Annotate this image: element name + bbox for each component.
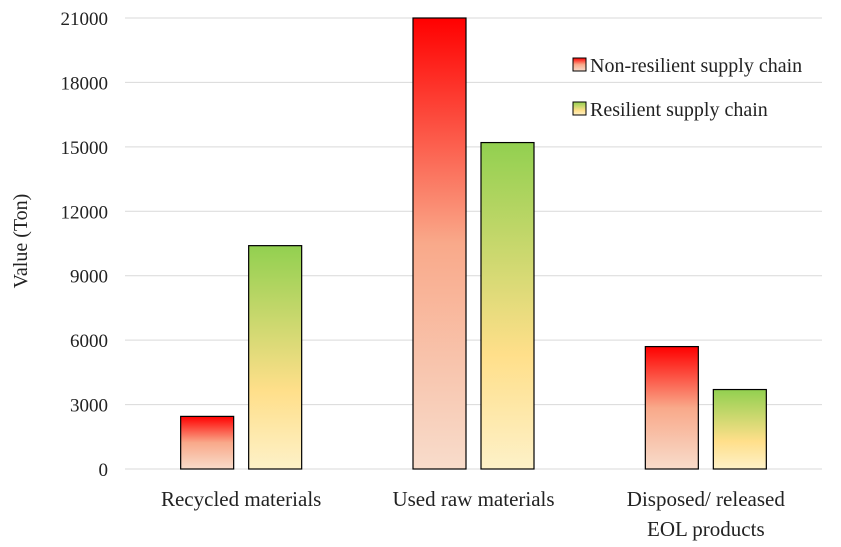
- bar-resilient-2: [712, 388, 767, 470]
- gridlines: [125, 17, 822, 470]
- y-axis-title: Value (Ton): [10, 194, 32, 289]
- bars: [180, 17, 767, 470]
- legend-label: Non-resilient supply chain: [590, 55, 802, 77]
- y-tick-label: 6000: [70, 331, 108, 352]
- y-tick-label: 18000: [61, 73, 109, 94]
- x-axis-labels: Recycled materials Used raw materials Disp…: [161, 487, 785, 541]
- bar-non-resilient-2: [644, 345, 699, 470]
- y-tick-label: 0: [99, 460, 109, 481]
- x-category-label: EOL products: [647, 517, 765, 541]
- y-tick-label: 15000: [61, 138, 109, 159]
- legend-label: Resilient supply chain: [590, 99, 768, 121]
- x-category-label: Used raw materials: [392, 487, 554, 511]
- x-category-label: Disposed/ released: [627, 487, 786, 511]
- y-tick-label: 3000: [70, 396, 108, 417]
- y-tick-label: 12000: [61, 202, 109, 223]
- x-category-label: Recycled materials: [161, 487, 321, 511]
- bar-resilient-1: [480, 141, 535, 470]
- y-tick-label: 21000: [61, 9, 109, 30]
- bar-non-resilient-0: [180, 415, 235, 470]
- y-axis-ticks: 0 3000 6000 9000 12000 15000 18000 21000: [61, 9, 109, 481]
- bar-resilient-0: [248, 245, 303, 470]
- legend: Non-resilient supply chain Resilient supp…: [572, 55, 802, 121]
- legend-swatch: [572, 57, 587, 72]
- y-tick-label: 9000: [70, 267, 108, 288]
- bar-non-resilient-1: [412, 17, 467, 470]
- legend-swatch: [572, 101, 587, 116]
